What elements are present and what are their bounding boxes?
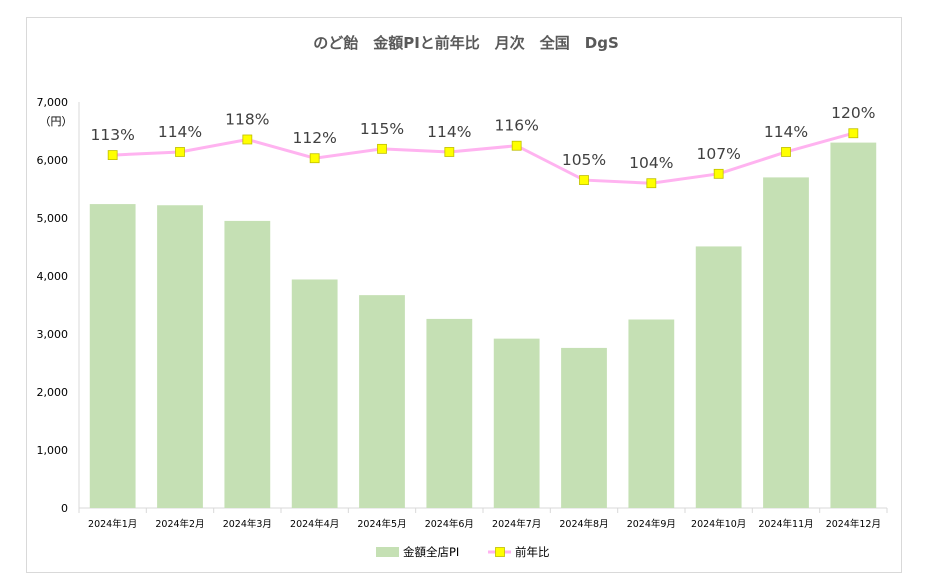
bar xyxy=(157,205,203,509)
yoy-data-label: 104% xyxy=(629,154,673,172)
legend-swatch-marker xyxy=(495,547,505,557)
yoy-marker xyxy=(309,153,320,164)
legend-swatch-bar xyxy=(376,547,399,557)
yoy-data-label: 116% xyxy=(495,117,539,135)
plot-area: 0 1,000 2,000 3,000 4,000 5,000 6,000 7,000 2024… xyxy=(37,96,888,530)
y-tick-label: 6,000 xyxy=(37,154,69,167)
yoy-marker xyxy=(444,147,455,157)
yoy-marker xyxy=(175,147,185,157)
x-tick-label: 2024年10月 xyxy=(691,518,746,530)
yoy-marker xyxy=(646,178,657,189)
yoy-marker xyxy=(377,143,387,154)
yoy-marker xyxy=(579,175,589,185)
yoy-marker xyxy=(781,147,791,157)
yoy-data-label: 114% xyxy=(427,123,471,141)
x-tick-label: 2024年9月 xyxy=(627,518,676,530)
x-tick-label: 2024年8月 xyxy=(559,518,608,530)
x-tick-label: 2024年3月 xyxy=(223,518,272,530)
legend: 金額全店PI 前年比 xyxy=(376,545,550,559)
bar xyxy=(426,318,473,508)
yoy-data-label: 114% xyxy=(764,123,808,141)
yoy-data-label: 112% xyxy=(293,129,337,147)
bar xyxy=(291,279,338,508)
bar xyxy=(628,319,675,508)
yoy-data-label: 114% xyxy=(158,123,202,141)
bar xyxy=(695,246,742,509)
y-axis-unit-label: （円） xyxy=(40,115,73,128)
bar xyxy=(493,338,540,508)
legend-label-bar: 金額全店PI xyxy=(403,545,459,559)
bar xyxy=(561,347,607,508)
x-tick-label: 2024年1月 xyxy=(88,518,137,530)
x-tick-label: 2024年4月 xyxy=(290,518,339,530)
x-tick-label: 2024年5月 xyxy=(357,518,406,530)
yoy-line xyxy=(112,131,854,185)
yoy-data-label: 118% xyxy=(225,110,269,128)
yoy-data-label: 107% xyxy=(697,145,741,163)
yoy-marker xyxy=(242,134,253,145)
bar xyxy=(89,204,136,508)
y-tick-label: 1,000 xyxy=(37,444,69,457)
yoy-data-label: 113% xyxy=(91,126,135,144)
y-tick-label: 3,000 xyxy=(37,328,69,341)
y-tick-label: 4,000 xyxy=(37,270,69,283)
chart-title: のど飴 金額PIと前年比 月次 全国 DgS xyxy=(313,34,619,52)
bar xyxy=(830,142,877,508)
bar xyxy=(763,177,809,508)
y-tick-label: 2,000 xyxy=(37,386,69,399)
yoy-marker xyxy=(511,140,522,151)
yoy-marker xyxy=(107,150,118,160)
bar xyxy=(224,220,271,508)
yoy-marker xyxy=(848,128,859,139)
y-tick-label: 0 xyxy=(61,502,68,515)
legend-label-line: 前年比 xyxy=(515,545,550,559)
x-tick-label: 2024年2月 xyxy=(155,518,204,530)
x-tick-label: 2024年7月 xyxy=(492,518,541,530)
x-tick-label: 2024年11月 xyxy=(758,518,813,530)
yoy-data-label: 105% xyxy=(562,151,606,169)
y-tick-label: 7,000 xyxy=(37,96,69,109)
x-tick-label: 2024年12月 xyxy=(826,518,881,530)
yoy-data-label: 120% xyxy=(831,104,875,122)
bar xyxy=(359,295,405,508)
yoy-marker xyxy=(713,168,724,179)
x-tick-label: 2024年6月 xyxy=(425,518,474,530)
y-tick-label: 5,000 xyxy=(37,212,69,225)
yoy-data-label: 115% xyxy=(360,120,404,138)
